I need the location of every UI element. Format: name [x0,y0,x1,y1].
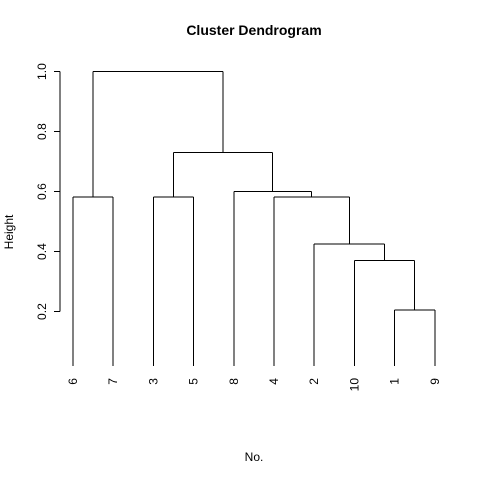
leaf-label: 3 [146,378,160,385]
leaf-label: 2 [307,378,321,385]
leaf-labels: 6 7 3 5 8 4 2 10 1 9 [66,378,442,392]
y-tick-label: 0.4 [35,243,49,260]
y-tick-label: 0.2 [35,303,49,320]
leaf-label: 5 [187,378,201,385]
leaf-label: 1 [388,378,402,385]
leaf-label: 10 [347,378,361,392]
y-axis-label: Height [2,214,16,249]
y-tick-label: 1.0 [35,63,49,80]
leaf-label: 8 [227,378,241,385]
y-tick-label: 0.8 [35,123,49,140]
dendrogram-tree [72,71,436,367]
y-axis: 0.2 0.4 0.6 0.8 1.0 [35,63,61,320]
leaf-label: 9 [428,378,442,385]
chart-title: Cluster Dendrogram [186,22,321,38]
leaf-label: 7 [106,378,120,385]
y-tick-label: 0.6 [35,183,49,200]
x-axis-label: No. [245,450,264,464]
leaf-label: 4 [267,378,281,385]
leaf-label: 6 [66,378,80,385]
